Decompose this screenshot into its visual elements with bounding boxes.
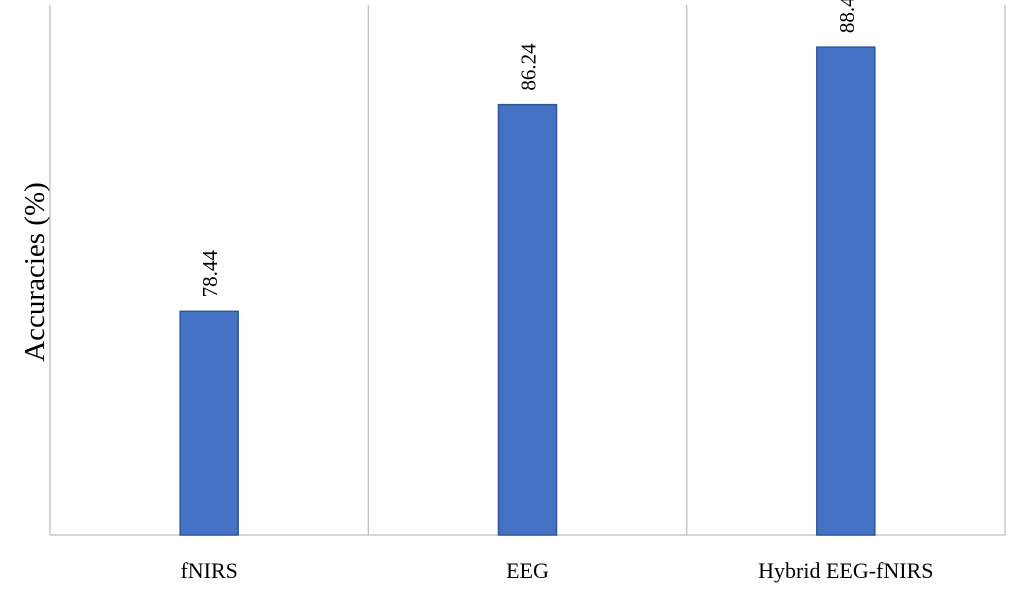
data-labels: 78.44 86.24 88.41 (198, 0, 859, 297)
bars (179, 46, 876, 536)
data-label: 78.44 (198, 250, 222, 298)
x-tick-label: fNIRS (180, 558, 237, 583)
bar-fnirs (179, 310, 239, 536)
data-label: 88.41 (835, 0, 859, 33)
x-tick-label: Hybrid EEG-fNIRS (758, 558, 933, 583)
bar-hybrid-eeg-fnirs (816, 46, 876, 536)
x-tick-labels: fNIRS EEG Hybrid EEG-fNIRS (180, 558, 933, 583)
x-tick-label: EEG (506, 558, 549, 583)
bar-eeg (497, 103, 558, 536)
data-label: 86.24 (517, 43, 541, 91)
y-axis-title: Accuracies (%) (19, 182, 51, 362)
